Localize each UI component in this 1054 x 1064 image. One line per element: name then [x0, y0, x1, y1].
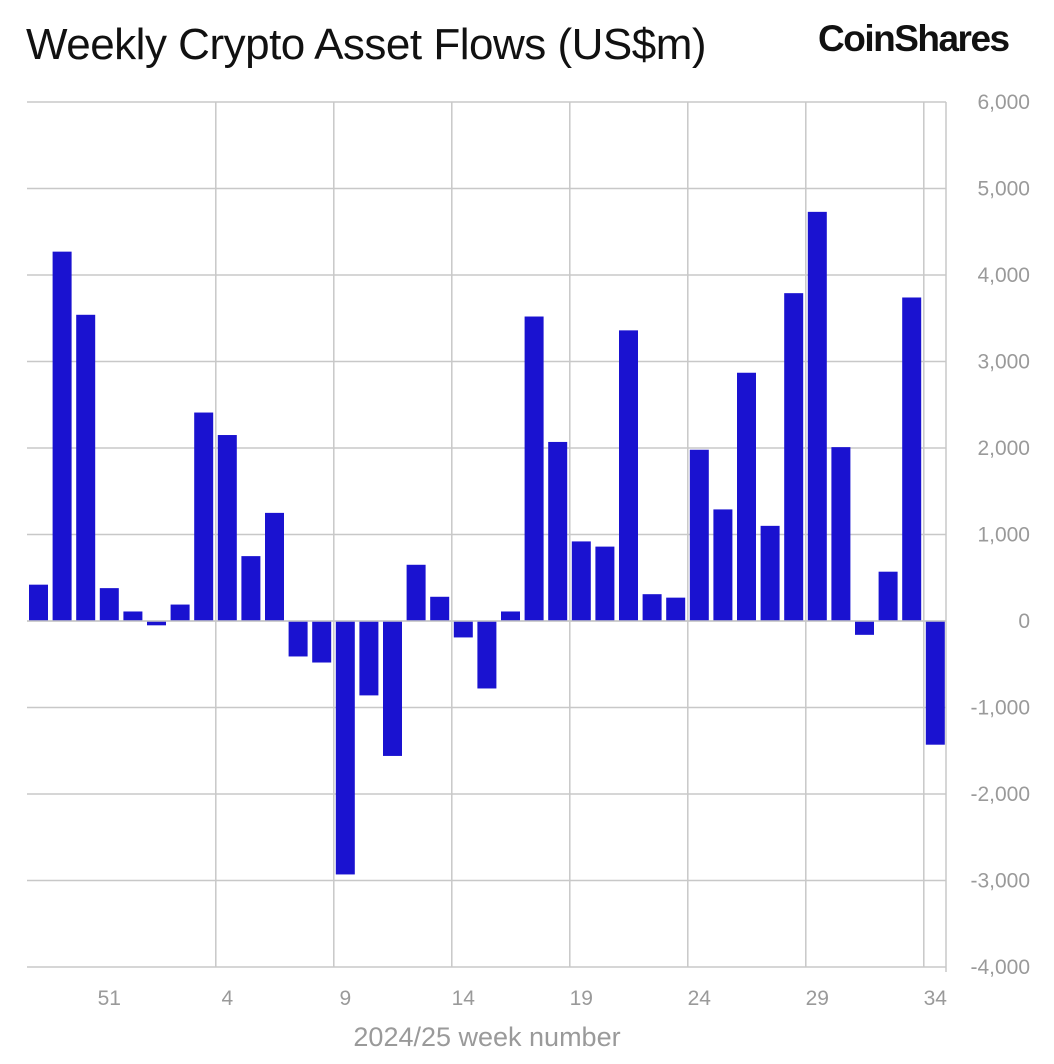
bar-week-9	[335, 621, 355, 875]
bar-week-8	[312, 621, 332, 663]
y-tick-label: 1,000	[977, 524, 1030, 547]
y-tick-label: 3,000	[977, 351, 1030, 374]
bar-week-52	[123, 611, 143, 621]
x-tick-label: 14	[452, 987, 476, 1010]
bar-week-30	[831, 447, 851, 621]
bar-week-3	[194, 412, 214, 621]
bar-week-27	[760, 525, 780, 621]
bar-week-1	[147, 621, 166, 626]
bar-week-26	[737, 372, 756, 621]
x-tick-label: 19	[570, 987, 593, 1010]
y-tick-label: 6,000	[977, 91, 1030, 114]
bar-week-10	[359, 621, 379, 696]
bar-week-31	[855, 621, 874, 635]
y-tick-label: 2,000	[977, 437, 1030, 460]
bar-week-2	[170, 604, 190, 621]
x-tick-label: 4	[221, 987, 233, 1010]
bar-week-33	[902, 297, 922, 621]
bar-week-12	[406, 564, 426, 621]
bar-week-5	[241, 556, 261, 621]
y-tick-label: -4,000	[970, 956, 1030, 979]
bar-week-19	[571, 541, 591, 621]
y-tick-label: 0	[1018, 610, 1030, 633]
bar-week-7	[288, 621, 308, 657]
bar-week-11	[383, 621, 402, 756]
y-tick-label: -3,000	[970, 870, 1030, 893]
bar-week-49	[52, 251, 72, 621]
x-tick-label: 29	[806, 987, 829, 1010]
x-tick-label: 51	[98, 987, 121, 1010]
bar-week-22	[642, 594, 662, 621]
bar-week-13	[430, 596, 450, 621]
bar-week-25	[713, 509, 733, 621]
bar-week-24	[689, 449, 709, 621]
x-axis-label: 2024/25 week number	[353, 1022, 620, 1052]
bar-week-18	[548, 441, 568, 621]
bar-week-28	[784, 293, 804, 621]
bar-week-32	[878, 571, 898, 621]
bar-week-50	[76, 314, 96, 621]
coinshares-logo: CoinShares	[818, 18, 1010, 59]
bar-week-34	[925, 621, 945, 745]
x-tick-label: 9	[339, 987, 351, 1010]
x-tick-label: 24	[688, 987, 712, 1010]
y-tick-label: 4,000	[977, 264, 1030, 287]
bar-week-21	[619, 330, 638, 621]
x-tick-label: 34	[924, 987, 948, 1010]
bar-week-20	[595, 546, 615, 621]
bar-week-23	[666, 597, 686, 621]
bar-week-4	[217, 435, 237, 621]
bar-week-6	[265, 512, 284, 621]
bar-week-15	[477, 621, 497, 689]
bar-week-29	[807, 211, 827, 622]
bar-week-51	[99, 588, 119, 621]
y-tick-label: -2,000	[970, 783, 1030, 806]
chart-title: Weekly Crypto Asset Flows (US$m)	[26, 20, 707, 69]
bar-week-17	[524, 316, 544, 621]
y-tick-label: -1,000	[970, 697, 1030, 720]
y-tick-label: 5,000	[977, 178, 1030, 201]
bar-week-16	[501, 611, 520, 621]
bar-week-48	[29, 584, 48, 621]
bar-week-14	[453, 621, 473, 638]
